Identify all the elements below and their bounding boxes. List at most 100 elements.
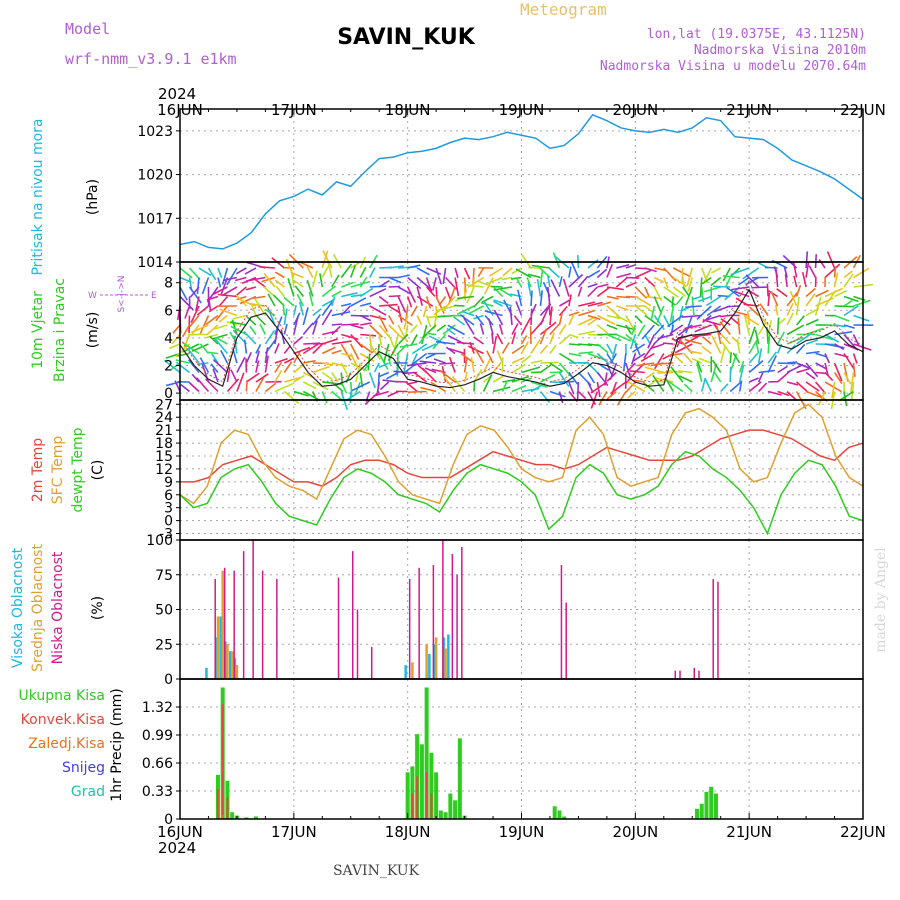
wind-arrow [359,276,368,288]
wind-arrow [796,368,810,374]
wind-arrow [587,283,598,288]
wind-arrow [824,353,831,364]
wind-arrow [340,381,348,394]
wind-arrow [786,312,794,326]
wind-arrow [684,286,694,306]
wind-arrow [818,258,826,269]
wind-arrow [433,358,446,364]
wind-arrow [502,267,513,277]
y-tick-label: 1017 [137,211,173,227]
wind-arrow [748,326,756,345]
wind-arrow [713,371,722,383]
wind-arrow [437,314,456,318]
wind-arrow [843,299,853,307]
wind-arrow [520,341,529,354]
wind-arrow [215,336,228,345]
wind-arrow [492,335,498,354]
wind-arrow [698,357,712,364]
wind-arrow [672,286,687,297]
wind-arrow [568,381,575,395]
wind-arrow [410,334,418,347]
y-tick-label: 0.33 [142,784,173,800]
wind-arrow [368,372,376,389]
wind-arrow [359,287,374,298]
wind-arrow [843,391,848,407]
wind-arrow [702,314,712,323]
wind-arrow [719,346,726,364]
model-name: wrf-nmm_v3.9.1 e1km [65,50,237,68]
wind-arrow [416,267,430,276]
precip-bar [416,776,419,819]
wind-arrow [219,308,238,317]
wind-arrow [634,314,643,324]
wind-arrow [710,363,718,383]
wind-arrow [198,267,212,277]
wind-arrow [267,293,276,307]
wind-arrow [446,327,456,336]
wind-arrow [729,352,733,364]
wind-arrow [326,260,333,278]
wind-arrow [645,371,655,379]
wind-arrow [416,295,434,307]
wind-arrow [322,338,339,345]
wind-arrow [196,277,200,294]
precip-bar [429,752,434,819]
wind-arrow [379,381,390,391]
wind-arrow [536,279,542,297]
wind-arrow [698,295,712,303]
wind-arrow [274,382,294,393]
wind-arrow [498,324,504,335]
wind-arrow [644,286,650,298]
wind-arrow [492,375,504,383]
pressure-unit: (hPa) [85,179,101,215]
wind-arrow [306,266,314,278]
wind-arrow [547,275,551,288]
wind-arrow [815,352,828,358]
wind-arrow [432,277,437,291]
wind-arrow [853,299,871,307]
wind-arrow [520,335,528,345]
wind-arrow [407,390,427,394]
wind-arrow [637,324,646,337]
wind-arrow [719,321,731,335]
wind-arrow [539,290,544,307]
panel-frame-temp [179,399,864,541]
wind-arrow [681,277,686,289]
wind-arrow [678,375,693,383]
wind-arrow [720,318,731,326]
wind-arrow [833,272,839,288]
cloud-label-2: Srednja Oblacnost [30,544,46,672]
wind-arrow [485,276,503,286]
pressure-label: Pritisak na nivou mora [30,118,46,275]
wind-arrow [331,311,351,317]
wind-arrow [397,296,407,313]
wind-arrow [174,380,181,392]
wind-arrow [587,286,598,298]
wind-arrow [838,390,854,402]
wind-arrow [755,341,760,354]
wind-arrow [757,372,764,383]
y-tick-label: 75 [155,568,173,584]
y-tick-labels: 1023102010171014864202724211815129630-31… [137,124,180,828]
wind-arrow [180,384,190,393]
wind-arrow [454,267,459,279]
wind-arrow [682,286,690,297]
wind-arrow [843,295,859,303]
wind-arrow [302,390,321,401]
wind-arrow [625,333,639,346]
wind-arrow [662,342,674,345]
wind-arrow [776,331,786,345]
wind-arrow [210,363,219,374]
wind-arrow [302,322,314,336]
wind-arrow [239,295,257,305]
wind-arrow [492,362,502,373]
wind-arrow [663,267,677,282]
bottom-day-label: 21JUN [726,823,772,841]
wind-arrow [492,386,511,393]
wind-arrow [527,273,541,279]
wind-arrow [496,350,504,364]
wind-arrow [322,362,334,366]
y-tick-label: 6 [164,303,173,319]
wind-arrow [644,314,660,327]
wind-arrow [633,352,646,362]
